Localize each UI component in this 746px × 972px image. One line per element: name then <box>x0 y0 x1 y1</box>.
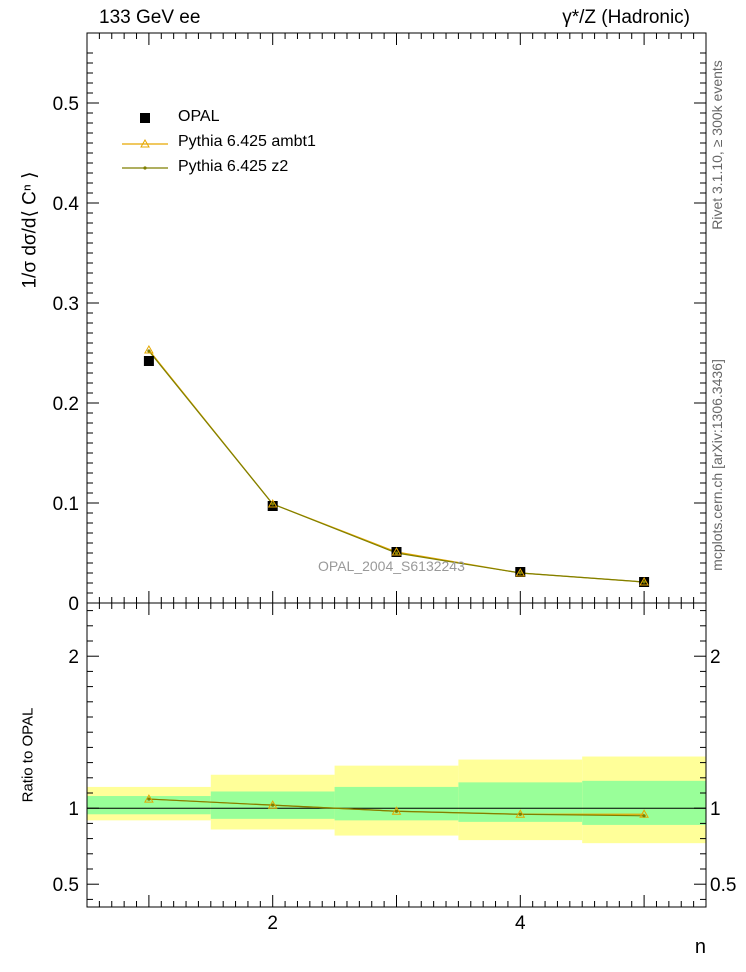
opal-point <box>267 501 278 511</box>
ratio-y-axis-label: Ratio to OPAL <box>19 707 37 803</box>
process-label: γ*/Z (Hadronic) <box>562 7 690 28</box>
z2-point <box>394 551 399 555</box>
ratio-y-tick-label: 0.5 <box>53 875 79 896</box>
ratio-y-tick-label-right: 0.5 <box>710 875 736 896</box>
ratio-band-inner <box>582 780 706 825</box>
ratio-panel-border <box>86 602 707 908</box>
ratio-z2-point <box>642 814 646 818</box>
ratio-uncertainty-bands <box>87 756 706 844</box>
ambt1-point <box>391 546 402 556</box>
y-tick-label: 0.2 <box>53 394 79 415</box>
ratio-y-tick-label-right: 2 <box>710 647 721 668</box>
y-tick-label: 0 <box>68 594 79 615</box>
ratio-ambt1-point <box>267 800 278 809</box>
main-panel-frame: 0 0.1 0.2 0.3 0.4 0.5 <box>53 32 707 615</box>
ratio-y-tick-label: 2 <box>68 647 79 668</box>
z2-point <box>642 580 646 584</box>
ratio-y-tick-label: 1 <box>68 799 79 820</box>
mcplots-reference-text: mcplots.cern.ch [arXiv:1306.3436] <box>709 359 725 571</box>
ratio-ambt1-point <box>144 794 154 803</box>
legend-markers <box>122 113 168 170</box>
opal-point <box>143 356 154 366</box>
z2-point <box>518 571 522 575</box>
z2-point <box>147 349 151 353</box>
legend-marker-z2 <box>143 166 147 170</box>
x-tick-label: 4 <box>515 913 526 934</box>
legend-label-z2: Pythia 6.425 z2 <box>178 158 289 175</box>
ratio-z2-point <box>394 809 399 813</box>
ambt1-point <box>515 567 526 577</box>
x-axis-label: n <box>694 936 706 958</box>
y-tick-label: 0.1 <box>53 494 79 515</box>
ratio-ambt1-point <box>515 809 526 818</box>
y-tick-label: 0.5 <box>53 94 79 115</box>
series-layer <box>143 344 650 818</box>
y-tick-label: 0.3 <box>53 294 79 315</box>
x-tick-label: 2 <box>267 913 278 934</box>
ambt1-point <box>639 576 649 586</box>
ratio-panel-frame: 2 4 0.5 0.5 1 1 2 2 <box>53 602 736 934</box>
legend-marker-opal <box>140 113 150 123</box>
ambt1-point <box>144 344 154 354</box>
rivet-version-text: Rivet 3.1.10, ≥ 300k events <box>709 60 725 230</box>
ratio-band-inner <box>334 786 459 821</box>
z2-point <box>271 502 275 506</box>
ratio-z2-point <box>271 803 275 807</box>
main-y-axis-label: 1/σ dσ/d⟨ Cⁿ ⟩ <box>19 171 41 289</box>
ratio-ambt1-point <box>391 806 402 815</box>
legend-label-ambt1: Pythia 6.425 ambt1 <box>178 133 316 150</box>
ambt1-point <box>267 498 278 508</box>
ratio-y-tick-label-right: 1 <box>710 799 721 820</box>
y-tick-label: 0.4 <box>53 194 80 215</box>
ratio-z2-point <box>147 797 151 801</box>
analysis-watermark: OPAL_2004_S6132243 <box>318 558 465 574</box>
legend-label-opal: OPAL <box>178 108 220 125</box>
ratio-z2-point <box>518 812 522 816</box>
energy-label: 133 GeV ee <box>99 7 201 28</box>
legend-marker-ambt1 <box>140 138 150 148</box>
ratio-band-inner <box>458 782 583 822</box>
